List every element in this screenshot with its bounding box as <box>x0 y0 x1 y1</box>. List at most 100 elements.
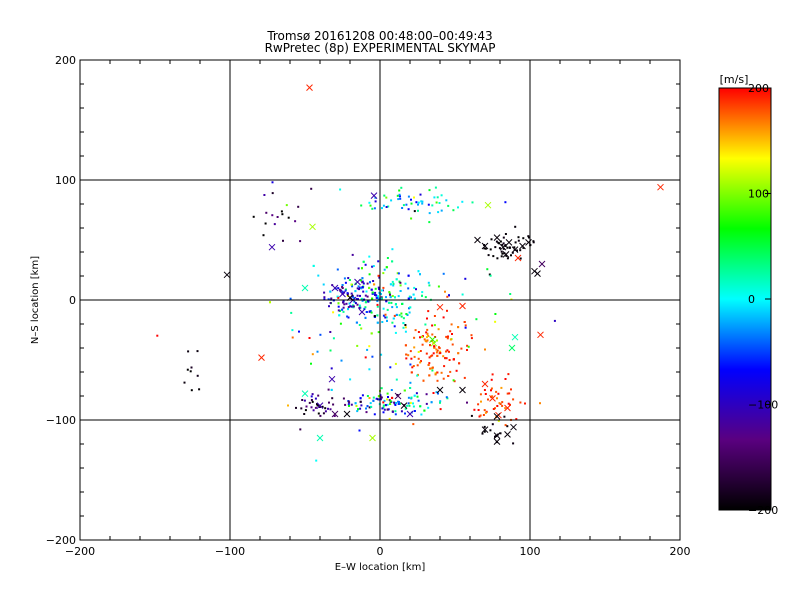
data-point <box>364 263 367 266</box>
data-point <box>428 374 431 377</box>
data-point <box>463 376 466 379</box>
cross-marker <box>268 243 276 251</box>
data-point <box>383 408 386 411</box>
cross-marker <box>505 239 513 246</box>
data-point <box>287 404 289 407</box>
data-point <box>446 349 449 352</box>
data-point <box>501 401 504 404</box>
data-point <box>496 397 498 400</box>
cross-marker <box>316 402 324 409</box>
data-point <box>344 403 347 406</box>
data-point <box>494 313 497 315</box>
data-point <box>378 276 381 279</box>
data-point <box>346 315 349 318</box>
data-point <box>483 409 486 412</box>
data-point <box>496 405 499 407</box>
data-point <box>350 292 353 295</box>
data-point <box>324 410 327 413</box>
data-point <box>385 206 388 208</box>
data-point <box>350 283 353 286</box>
data-point <box>392 317 395 320</box>
y-axis-label: N–S location [km] <box>30 256 41 344</box>
data-point <box>319 414 322 417</box>
cross-marker <box>474 236 481 244</box>
data-point <box>426 339 429 342</box>
data-point <box>409 387 412 389</box>
data-point <box>466 349 468 351</box>
cross-marker <box>510 423 517 431</box>
x-tick-label: 0 <box>377 545 384 558</box>
data-point <box>394 331 397 334</box>
data-point <box>506 392 509 395</box>
data-point <box>437 285 440 288</box>
cross-marker <box>394 392 402 400</box>
data-point <box>427 310 430 313</box>
data-point <box>445 350 448 353</box>
data-point <box>527 235 530 238</box>
data-point <box>477 409 480 411</box>
data-point <box>196 374 199 377</box>
data-point <box>371 291 374 294</box>
data-point <box>400 410 403 413</box>
data-point <box>342 310 345 313</box>
cross-marker <box>400 402 408 409</box>
data-point <box>368 345 371 348</box>
data-point <box>346 292 349 295</box>
data-point <box>499 432 502 435</box>
data-point <box>387 205 390 208</box>
cross-marker <box>459 386 466 394</box>
data-point <box>362 290 365 293</box>
data-point <box>495 390 498 393</box>
data-point <box>428 362 431 365</box>
data-point <box>445 396 448 399</box>
data-point <box>437 328 440 331</box>
data-point <box>377 398 380 401</box>
cross-marker <box>370 192 378 199</box>
data-point <box>440 209 443 212</box>
cross-marker <box>531 267 538 275</box>
data-point <box>373 283 376 286</box>
data-point <box>449 370 452 373</box>
colorbar-label: [m/s] <box>720 73 749 86</box>
data-point <box>429 344 431 347</box>
data-point <box>380 387 383 390</box>
data-point <box>359 279 362 282</box>
data-point <box>496 257 499 260</box>
data-point <box>376 303 379 306</box>
data-point <box>397 272 400 275</box>
data-point <box>377 286 380 289</box>
data-point <box>489 248 492 251</box>
data-point <box>439 350 442 353</box>
data-point <box>397 198 400 201</box>
data-point <box>355 321 358 324</box>
data-point <box>370 332 373 335</box>
data-point <box>262 234 265 237</box>
data-point <box>417 357 420 360</box>
y-tick-label: −200 <box>46 534 76 547</box>
data-point <box>400 315 403 318</box>
data-point <box>327 407 329 410</box>
data-point <box>361 277 364 280</box>
data-point <box>498 402 501 405</box>
data-point <box>504 424 507 427</box>
data-point <box>399 284 402 287</box>
data-point <box>384 404 387 407</box>
data-point <box>368 299 371 302</box>
data-point <box>370 288 373 291</box>
data-point <box>360 297 363 300</box>
data-point <box>187 350 190 353</box>
data-point <box>368 273 371 276</box>
data-point <box>377 295 379 298</box>
data-point <box>329 408 332 411</box>
data-point <box>364 294 367 297</box>
data-point <box>504 407 507 410</box>
data-point <box>442 377 445 380</box>
cross-marker <box>508 344 516 352</box>
data-point <box>407 208 410 211</box>
data-point <box>368 201 371 204</box>
data-point <box>189 370 192 373</box>
data-point <box>450 323 453 326</box>
data-point <box>366 282 369 285</box>
data-point <box>371 297 374 300</box>
data-point <box>407 297 410 300</box>
